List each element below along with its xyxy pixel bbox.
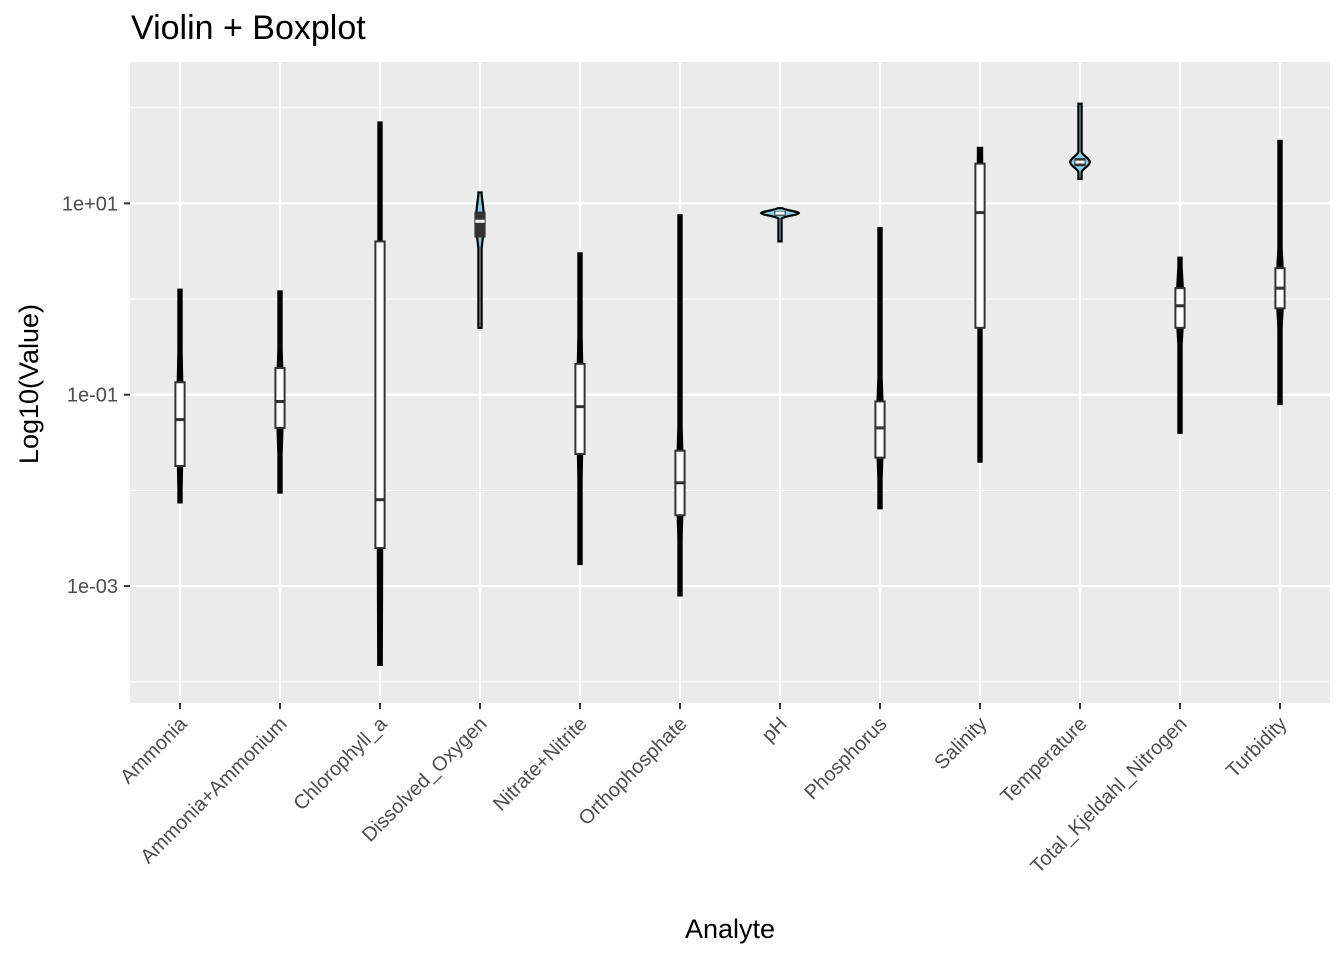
box-Total_Kjeldahl_Nitrogen [1174, 287, 1186, 329]
x-tick-label: Chlorophyll_a [290, 712, 393, 815]
box-Ammonia [174, 381, 186, 467]
box-Chlorophyll_a [374, 240, 386, 550]
y-tick-label: 1e+01 [62, 193, 118, 215]
x-tick-label: Phosphorus [800, 713, 891, 804]
box-Nitrate+Nitrite [574, 362, 586, 456]
violin-Orthophosphate [676, 214, 684, 597]
violin-Total_Kjeldahl_Nitrogen [1175, 256, 1185, 434]
x-tick-label: Nitrate+Nitrite [489, 713, 591, 815]
y-axis-title: Log10(Value) [14, 304, 44, 464]
x-tick-label: Ammonia [116, 712, 192, 788]
violin-pH [759, 207, 801, 243]
boxplots [174, 158, 1286, 550]
x-tick-label: Temperature [997, 713, 1092, 808]
x-axis-title: Analyte [685, 914, 775, 944]
y-axis: 1e+01 1e-01 1e-03 [62, 193, 130, 598]
y-tick-label: 1e-03 [67, 576, 118, 598]
box-Dissolved_Oxygen [474, 211, 486, 238]
x-axis: AmmoniaAmmonia+AmmoniumChlorophyll_aDiss… [116, 703, 1292, 878]
x-tick-label: Orthophosphate [575, 713, 692, 830]
x-tick-label: pH [758, 713, 792, 747]
chart-title: Violin + Boxplot [131, 9, 366, 47]
x-tick-label: Turbidity [1222, 713, 1291, 782]
box-Ammonia+Ammonium [274, 367, 286, 429]
x-tick-label: Salinity [930, 713, 991, 774]
y-tick-label: 1e-01 [67, 385, 118, 407]
plot-panel [130, 62, 1330, 703]
box-Phosphorus [874, 400, 886, 459]
violin-Phosphorus [876, 227, 884, 510]
box-Salinity [974, 162, 986, 329]
